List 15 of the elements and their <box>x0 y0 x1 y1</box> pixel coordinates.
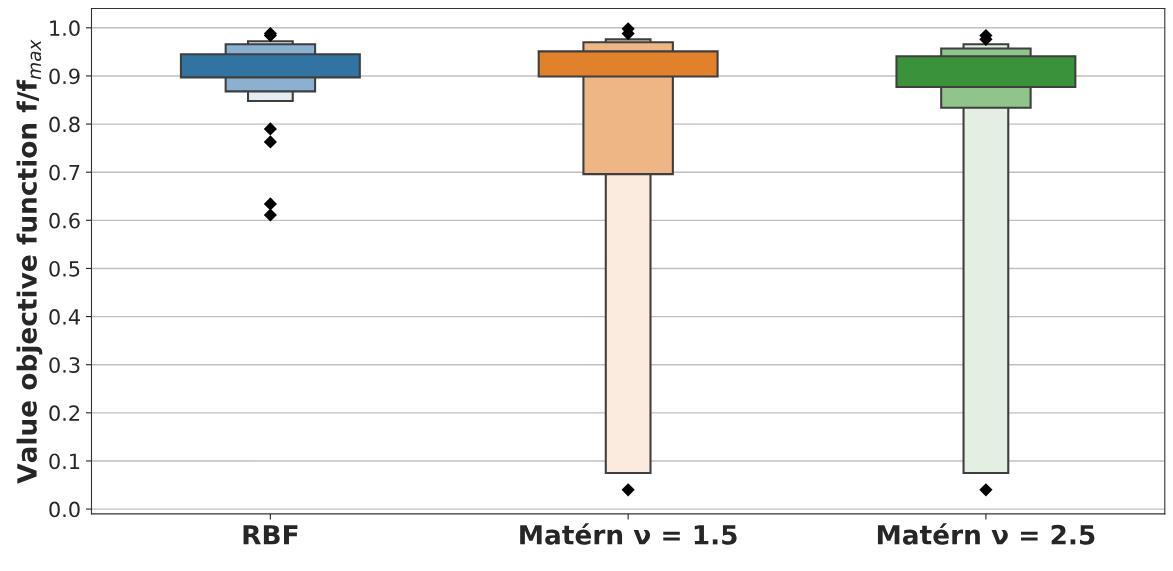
y-tick-label: 0.7 <box>49 164 80 181</box>
y-tick-label: 0.6 <box>49 212 80 229</box>
y-tick-label: 0.9 <box>49 68 80 85</box>
y-tick-label: 0.8 <box>49 116 80 133</box>
y-tick-label: 0.4 <box>49 309 80 325</box>
x-tick-label: Matérn ν = 2.5 <box>877 523 1095 545</box>
y-tick-label: 0.1 <box>49 453 80 470</box>
y-axis-title: Value objective function f/f$_{max}$ <box>16 39 43 484</box>
y-tick-label: 0.2 <box>49 405 79 422</box>
x-tick-label: RBF <box>243 525 298 545</box>
y-tick-label: 0.3 <box>49 357 80 373</box>
x-tick-label: Matérn ν = 1.5 <box>520 523 737 545</box>
y-tick-label: 0.5 <box>49 260 80 277</box>
y-tick-label: 1.0 <box>50 20 80 37</box>
y-tick-label: 0.0 <box>49 501 80 518</box>
